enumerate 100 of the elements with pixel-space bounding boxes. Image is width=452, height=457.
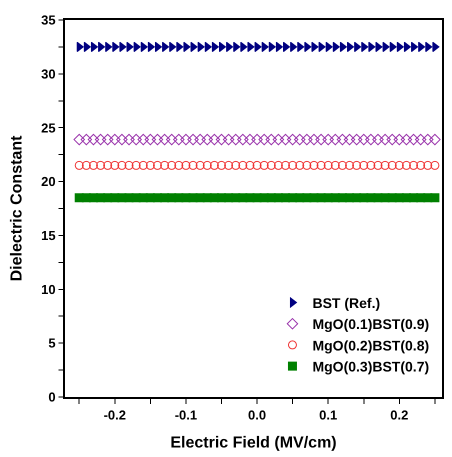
point [330, 160, 340, 170]
point [138, 160, 148, 170]
point [308, 134, 320, 146]
point [274, 160, 283, 170]
point [146, 160, 155, 170]
point [295, 160, 304, 170]
point [301, 134, 313, 146]
point [152, 160, 162, 170]
point [414, 134, 426, 146]
y-tick-label: 30 [41, 66, 56, 82]
point [366, 160, 376, 170]
point [359, 160, 368, 170]
point [408, 134, 420, 146]
point [202, 134, 213, 146]
point [272, 134, 284, 146]
point [194, 134, 206, 146]
point [224, 160, 234, 170]
point [388, 160, 397, 170]
point [429, 134, 441, 146]
y-tick-label: 5 [48, 336, 56, 351]
y-tick-label: 35 [41, 12, 56, 28]
x-tick-label: 0.1 [319, 407, 338, 422]
y-axis-title: Dielectric Constant [8, 134, 26, 282]
point [174, 160, 184, 170]
point [365, 134, 377, 146]
point [373, 160, 382, 170]
point [252, 160, 262, 170]
point [166, 134, 178, 146]
x-axis-title: Electric Field (MV/cm) [170, 434, 337, 452]
point [130, 134, 142, 146]
point [358, 134, 370, 146]
point [350, 134, 362, 146]
legend-label: MgO(0.3)BST(0.7) [312, 358, 430, 375]
x-tick-label: 0.0 [248, 407, 266, 422]
point [94, 134, 106, 146]
x-tick-label: -0.1 [174, 407, 198, 422]
point [144, 134, 156, 146]
point [210, 160, 219, 170]
x-tick-label: -0.2 [104, 407, 126, 422]
point [352, 160, 362, 170]
point [231, 160, 240, 170]
point [80, 134, 92, 146]
point [286, 134, 298, 146]
point [345, 160, 354, 170]
x-tick-label: 0.2 [390, 407, 408, 422]
point [344, 134, 356, 146]
point [132, 160, 141, 170]
point [82, 160, 91, 170]
point [260, 160, 269, 170]
point [430, 193, 440, 202]
point [288, 160, 298, 170]
point [238, 160, 248, 170]
point [160, 160, 170, 170]
y-tick-label: 20 [41, 174, 56, 190]
point [423, 160, 432, 170]
point [372, 134, 384, 146]
point [244, 134, 256, 146]
point [102, 134, 114, 146]
point [110, 160, 120, 170]
legend-label: MgO(0.1)BST(0.9) [312, 316, 430, 332]
point [202, 160, 212, 170]
point [400, 134, 412, 146]
point [187, 134, 199, 146]
point [266, 160, 276, 170]
y-tick-label: 10 [41, 282, 56, 297]
point [123, 134, 135, 146]
point [188, 160, 198, 170]
point [258, 134, 270, 146]
point [336, 134, 348, 146]
point [394, 134, 406, 146]
point [74, 160, 84, 170]
point [322, 134, 334, 146]
point [294, 134, 306, 146]
point [380, 160, 390, 170]
point [230, 134, 242, 146]
point [216, 134, 228, 146]
point [88, 160, 98, 170]
point [180, 134, 192, 146]
point [302, 160, 312, 170]
point [315, 134, 327, 146]
point [167, 160, 176, 170]
point [88, 134, 100, 146]
point [181, 160, 190, 170]
point [208, 134, 220, 146]
point [394, 160, 404, 170]
point [216, 160, 226, 170]
point [96, 160, 106, 170]
point [402, 160, 411, 170]
point [309, 160, 318, 170]
point [152, 134, 164, 146]
point [103, 160, 112, 170]
point [251, 134, 263, 146]
y-tick-label: 25 [41, 120, 56, 136]
point [281, 160, 290, 170]
legend-label: MgO(0.2)BST(0.8) [312, 337, 430, 354]
point [280, 134, 292, 146]
point [430, 160, 440, 170]
point [379, 134, 391, 146]
point [74, 134, 85, 146]
point [237, 134, 249, 146]
